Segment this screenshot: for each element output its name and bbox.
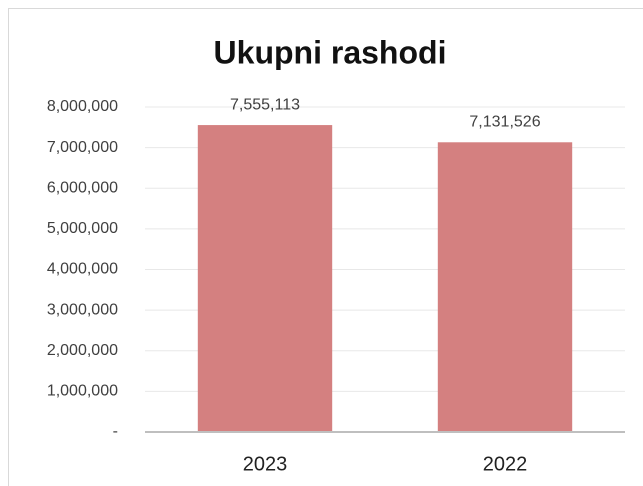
y-tick-label: 3,000,000 bbox=[47, 301, 118, 318]
x-tick-label: 2022 bbox=[483, 453, 528, 475]
y-tick-label: 8,000,000 bbox=[47, 98, 118, 115]
bar bbox=[437, 142, 573, 433]
bar bbox=[197, 125, 333, 432]
x-tick-label: 2023 bbox=[243, 453, 288, 475]
y-tick-label: - bbox=[113, 423, 118, 440]
data-label: 7,131,526 bbox=[469, 114, 540, 131]
y-tick-label: 2,000,000 bbox=[47, 342, 118, 359]
chart-title: Ukupni rashodi bbox=[214, 34, 447, 70]
y-tick-label: 1,000,000 bbox=[47, 383, 118, 400]
y-tick-label: 5,000,000 bbox=[47, 220, 118, 237]
y-tick-label: 4,000,000 bbox=[47, 261, 118, 278]
y-tick-label: 6,000,000 bbox=[47, 179, 118, 196]
data-label: 7,555,113 bbox=[230, 96, 300, 113]
y-tick-label: 7,000,000 bbox=[47, 139, 118, 156]
